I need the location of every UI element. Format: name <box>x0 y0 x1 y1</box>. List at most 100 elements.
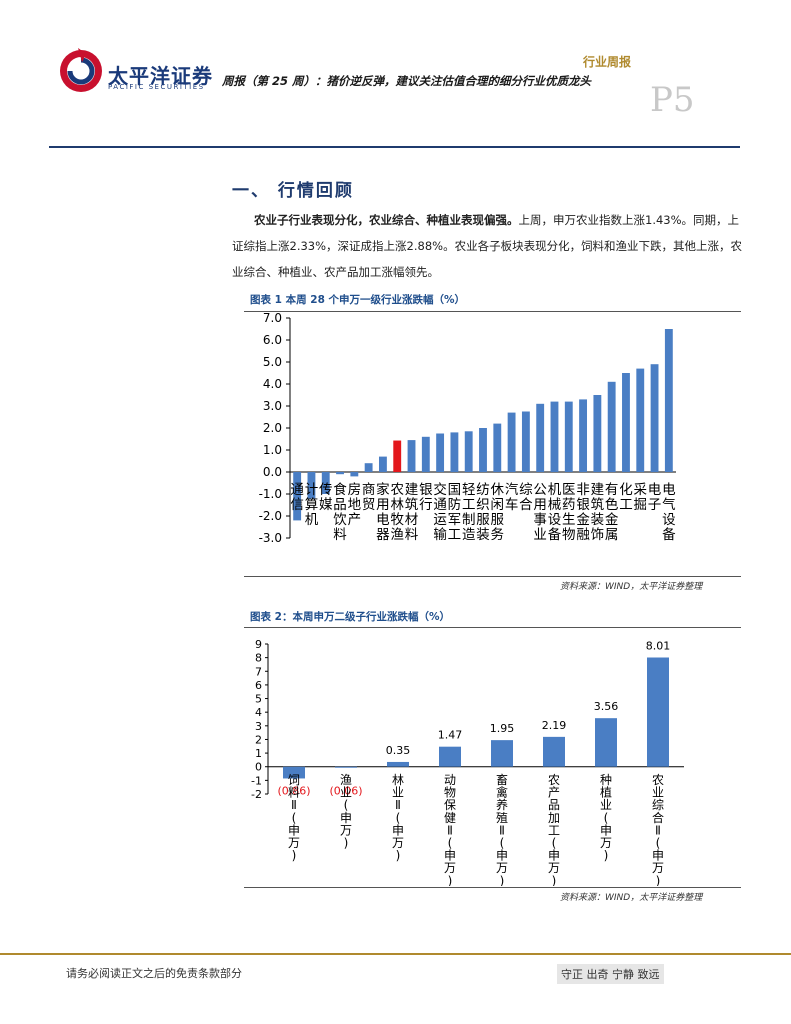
chart1-bar <box>378 456 387 472</box>
chart1-bar <box>393 440 402 472</box>
chart1-bar <box>564 401 573 472</box>
logo-icon <box>60 48 102 92</box>
chart1-category-label: 家用电器 <box>376 481 390 543</box>
chart2-y-tick-label: 1 <box>255 747 262 760</box>
chart2-y-tick-label: -1 <box>251 774 262 787</box>
chart2-data-label: (0.06) <box>329 785 362 798</box>
chart2-data-label: 1.47 <box>438 729 463 742</box>
chart1-category-label: 医药生物 <box>562 482 576 543</box>
chart1-category-label: 商贸 <box>362 482 376 513</box>
chart1-category-label: 综合 <box>519 482 533 513</box>
chart1-y-tick-label: 6.0 <box>263 333 282 347</box>
chart2-y-tick-label: 8 <box>255 652 262 665</box>
chart1-y-tick-label: -2.0 <box>259 509 282 523</box>
chart1-bar <box>421 436 430 472</box>
chart1-category-label: 食品饮料 <box>333 481 347 543</box>
chart2-data-label: (0.86) <box>277 785 310 798</box>
chart1-category-label: 银行 <box>419 482 433 513</box>
chart2-data-label: 2.19 <box>542 719 567 732</box>
figure1-source: 资料来源：WIND，太平洋证券整理 <box>560 582 703 592</box>
chart2-data-label: 1.95 <box>490 722 515 735</box>
chart1-y-tick-label: 1.0 <box>263 443 282 457</box>
chart1-bar <box>593 395 602 472</box>
chart1-bar <box>436 433 445 472</box>
chart2-bar <box>283 766 305 779</box>
chart1-category-label: 交通运输 <box>433 481 447 543</box>
figure2-source: 资料来源：WIND，太平洋证券整理 <box>560 893 703 903</box>
chart2-y-tick-label: 4 <box>255 706 262 719</box>
chart2-category-label: 饲料 Ⅱ (申万) <box>288 773 300 863</box>
chart1-bar <box>350 472 359 477</box>
chart2-y-tick-label: 0 <box>255 761 262 774</box>
section-title: 一、 行情回顾 <box>232 181 354 201</box>
chart1-category-label: 有色金属 <box>605 482 619 543</box>
chart2-bar <box>595 718 617 767</box>
chart2-bar <box>491 740 513 767</box>
chart1-bar <box>607 381 616 472</box>
footer-disclaimer: 请务必阅读正文之后的免责条款部分 <box>66 967 242 980</box>
chart1-bar <box>407 440 416 472</box>
chart1-category-label: 非银金融 <box>576 482 590 543</box>
chart2-y-tick-label: 3 <box>255 720 262 733</box>
chart1-category-label: 化工 <box>619 482 633 513</box>
chart1-category-label: 房地产 <box>348 482 362 528</box>
chart1-category-label: 电气设备 <box>662 482 676 543</box>
chart2-data-label: 3.56 <box>594 700 619 713</box>
chart1-bar <box>664 329 673 472</box>
chart1-bar <box>579 399 588 472</box>
report-type: 行业周报 <box>583 55 632 69</box>
chart1-category-label: 纺织服装 <box>476 482 490 543</box>
chart1-bar <box>622 373 630 472</box>
chart2-y-tick-label: -2 <box>251 788 262 801</box>
chart2-category-label: 种植业(申万) <box>600 773 612 863</box>
chart1-category-label: 国防军工 <box>448 482 462 543</box>
chart2-bar <box>387 761 409 767</box>
chart1-category-label: 电子 <box>648 482 662 513</box>
chart1-bar <box>493 423 502 472</box>
chart1-y-tick-label: -1.0 <box>259 487 282 501</box>
chart2-category-label: 动物保健 Ⅱ (申万) <box>444 773 456 886</box>
chart1-category-label: 汽车 <box>505 482 519 513</box>
footer-divider <box>0 953 791 955</box>
chart2-bar <box>439 746 461 767</box>
chart1-bar <box>336 472 344 475</box>
chart1-y-tick-label: 0.0 <box>263 465 282 479</box>
chart2-y-tick-label: 7 <box>255 665 262 678</box>
chart1-bar <box>464 431 473 472</box>
paragraph-lead: 农业子行业表现分化，农业综合、种植业表现偏强。 <box>254 213 519 227</box>
chart1-category-label: 轻工制造 <box>462 482 476 543</box>
paragraph-body: 上周，申万农业指数上涨1.43%。同期，上证综指上涨2.33%，深证成指上涨2.… <box>232 213 743 279</box>
chart2-category-label: 农业综合 Ⅱ (申万) <box>652 773 664 886</box>
figure2-top-rule <box>244 627 741 628</box>
chart1-bar <box>550 401 559 472</box>
chart1-category-label: 机械设备 <box>548 482 562 543</box>
chart2-data-label: 8.01 <box>646 640 671 653</box>
chart2-y-tick-label: 6 <box>255 679 262 692</box>
chart1-y-tick-label: 7.0 <box>263 312 282 325</box>
chart1-category-label: 采掘 <box>634 482 648 513</box>
figure1-top-rule <box>244 311 741 312</box>
header-divider <box>49 146 740 148</box>
chart1-bar <box>507 412 516 472</box>
chart2-bar <box>335 766 357 768</box>
chart2-bar <box>647 657 669 767</box>
chart1-y-tick-label: -3.0 <box>259 531 282 545</box>
chart2-category-label: 林业 Ⅱ (申万) <box>392 773 404 863</box>
figure1-bottom-rule <box>244 576 741 577</box>
figure2-bottom-rule <box>244 887 741 888</box>
chart1-category-label: 建筑装饰 <box>591 482 605 543</box>
chart2-y-tick-label: 2 <box>255 733 262 746</box>
chart1-category-label: 通信 <box>290 482 304 513</box>
chart1-bar <box>650 364 659 472</box>
brand-name: 太平洋证券 <box>108 64 213 88</box>
chart1-y-tick-label: 2.0 <box>263 421 282 435</box>
chart1-category-label: 建筑材料 <box>405 482 419 543</box>
chart1-bar <box>536 403 545 472</box>
figure2-title: 图表 2：本周申万二级子行业涨跌幅（%） <box>250 611 450 623</box>
chart1-category-label: 农林牧渔 <box>390 482 404 543</box>
chart1-category-label: 休闲服务 <box>491 482 505 543</box>
chart1-category-label: 传媒 <box>319 482 333 513</box>
report-title: 周报（第 25 周）：猪价逆反弹，建议关注估值合理的细分行业优质龙头 <box>222 74 592 88</box>
chart1-y-tick-label: 5.0 <box>263 355 282 369</box>
